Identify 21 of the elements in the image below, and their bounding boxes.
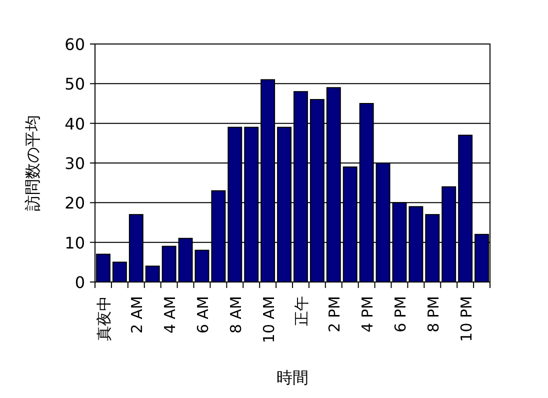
x-tick-label: 10 AM <box>260 296 278 344</box>
x-tick-label: 8 AM <box>226 296 245 334</box>
x-axis-title: 時間 <box>276 368 308 387</box>
y-tick-label: 30 <box>64 154 85 173</box>
y-tick-label: 60 <box>64 35 85 54</box>
x-tick-label: 正午 <box>292 296 311 326</box>
x-tick-label: 6 AM <box>194 296 212 334</box>
x-tick-label: 2 AM <box>128 296 146 334</box>
y-axis-title: 訪問数の平均 <box>23 115 42 211</box>
x-tick-label: 4 AM <box>161 296 180 334</box>
x-tick-label: 10 PM <box>457 296 476 342</box>
y-tick-label: 10 <box>64 233 85 252</box>
x-tick-label: 2 PM <box>326 296 344 332</box>
x-tick-label: 6 PM <box>391 296 410 332</box>
y-tick-label: 50 <box>64 74 85 94</box>
y-tick-label: 40 <box>64 114 85 134</box>
x-tick-label: 4 PM <box>358 296 377 332</box>
x-tick-label: 真夜中 <box>95 296 114 341</box>
y-tick-label: 0 <box>74 273 85 292</box>
y-tick-label: 20 <box>64 194 85 213</box>
x-tick-label: 8 PM <box>424 296 442 332</box>
